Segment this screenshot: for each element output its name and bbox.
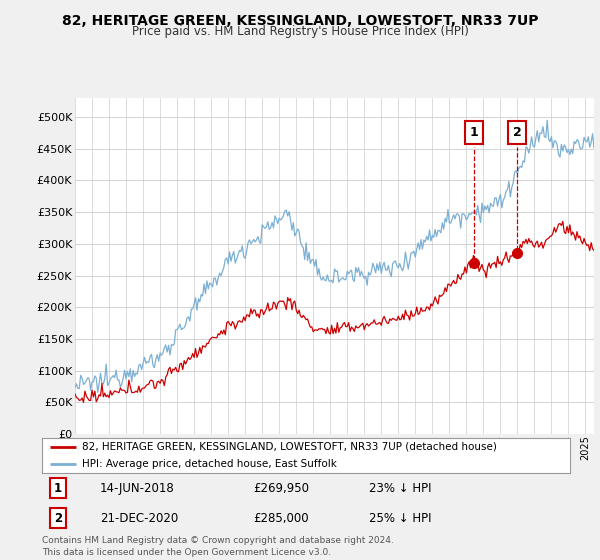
- Text: 25% ↓ HPI: 25% ↓ HPI: [370, 512, 432, 525]
- Text: HPI: Average price, detached house, East Suffolk: HPI: Average price, detached house, East…: [82, 459, 337, 469]
- Text: 1: 1: [470, 127, 478, 139]
- Text: £285,000: £285,000: [253, 512, 309, 525]
- Text: Contains HM Land Registry data © Crown copyright and database right 2024.
This d: Contains HM Land Registry data © Crown c…: [42, 536, 394, 557]
- Text: £269,950: £269,950: [253, 482, 309, 494]
- Text: 14-JUN-2018: 14-JUN-2018: [100, 482, 175, 494]
- Text: 82, HERITAGE GREEN, KESSINGLAND, LOWESTOFT, NR33 7UP (detached house): 82, HERITAGE GREEN, KESSINGLAND, LOWESTO…: [82, 442, 496, 452]
- Text: 2: 2: [54, 512, 62, 525]
- Text: 23% ↓ HPI: 23% ↓ HPI: [370, 482, 432, 494]
- Text: 21-DEC-2020: 21-DEC-2020: [100, 512, 178, 525]
- Text: 1: 1: [54, 482, 62, 494]
- Text: 2: 2: [512, 127, 521, 139]
- Text: Price paid vs. HM Land Registry's House Price Index (HPI): Price paid vs. HM Land Registry's House …: [131, 25, 469, 38]
- Text: 82, HERITAGE GREEN, KESSINGLAND, LOWESTOFT, NR33 7UP: 82, HERITAGE GREEN, KESSINGLAND, LOWESTO…: [62, 14, 538, 28]
